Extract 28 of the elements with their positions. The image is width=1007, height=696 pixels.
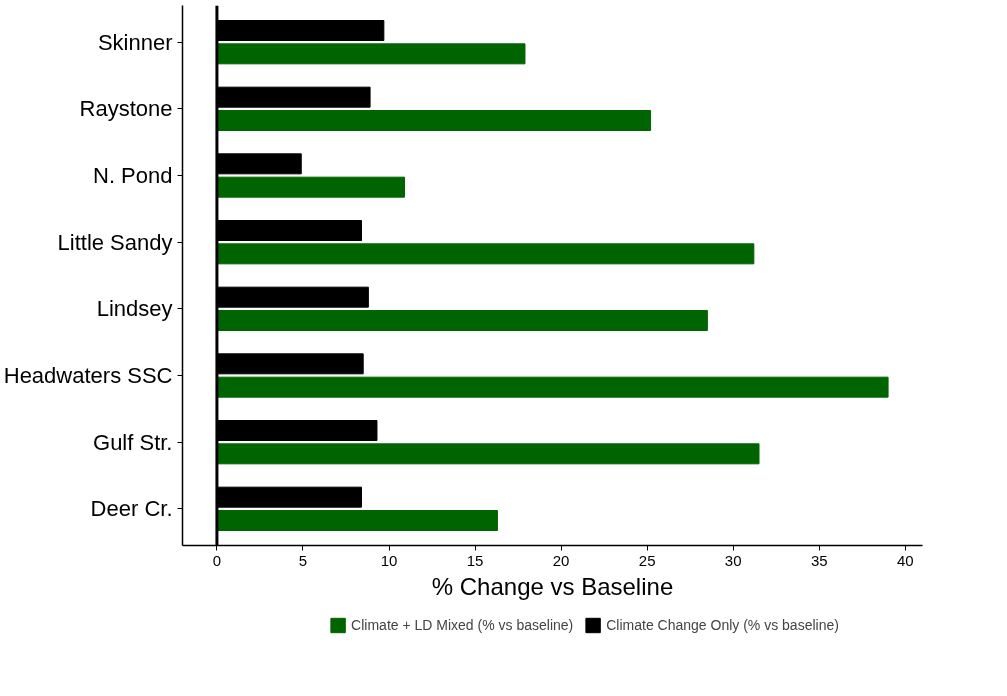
x-tick-label: 20 [552,551,570,569]
bar [216,176,405,198]
x-tick-label: 5 [298,551,308,569]
y-tick-label: Skinner [97,29,173,55]
y-tick-label: Lindsey [96,296,173,322]
y-tick-label: Headwaters SSC [3,363,173,388]
bar [216,243,755,265]
x-tick-label: 30 [724,551,742,569]
legend-label: Climate + LD Mixed (% vs baseline) [351,616,574,633]
legend-label: Climate Change Only (% vs baseline) [606,616,839,633]
bar [216,110,652,131]
y-tick-label: Little Sandy [57,229,173,255]
x-axis-title: % Change vs Baseline [431,572,674,600]
x-tick-label: 35 [810,551,828,569]
y-tick-label: N. Pond [93,163,173,188]
bar [216,443,760,465]
x-tick-label: 15 [466,551,484,569]
y-tick-label: Deer Cr. [90,496,173,522]
y-tick-label: Raystone [79,96,173,122]
x-tick-label: 10 [380,551,398,569]
x-tick-label: 40 [896,551,914,569]
x-tick-label: 25 [638,551,656,569]
bar [216,510,498,531]
bar [216,376,889,398]
bar [216,43,526,65]
y-tick-label: Gulf Str. [93,429,173,455]
x-tick-label: 0 [212,551,222,569]
bar [216,310,708,331]
